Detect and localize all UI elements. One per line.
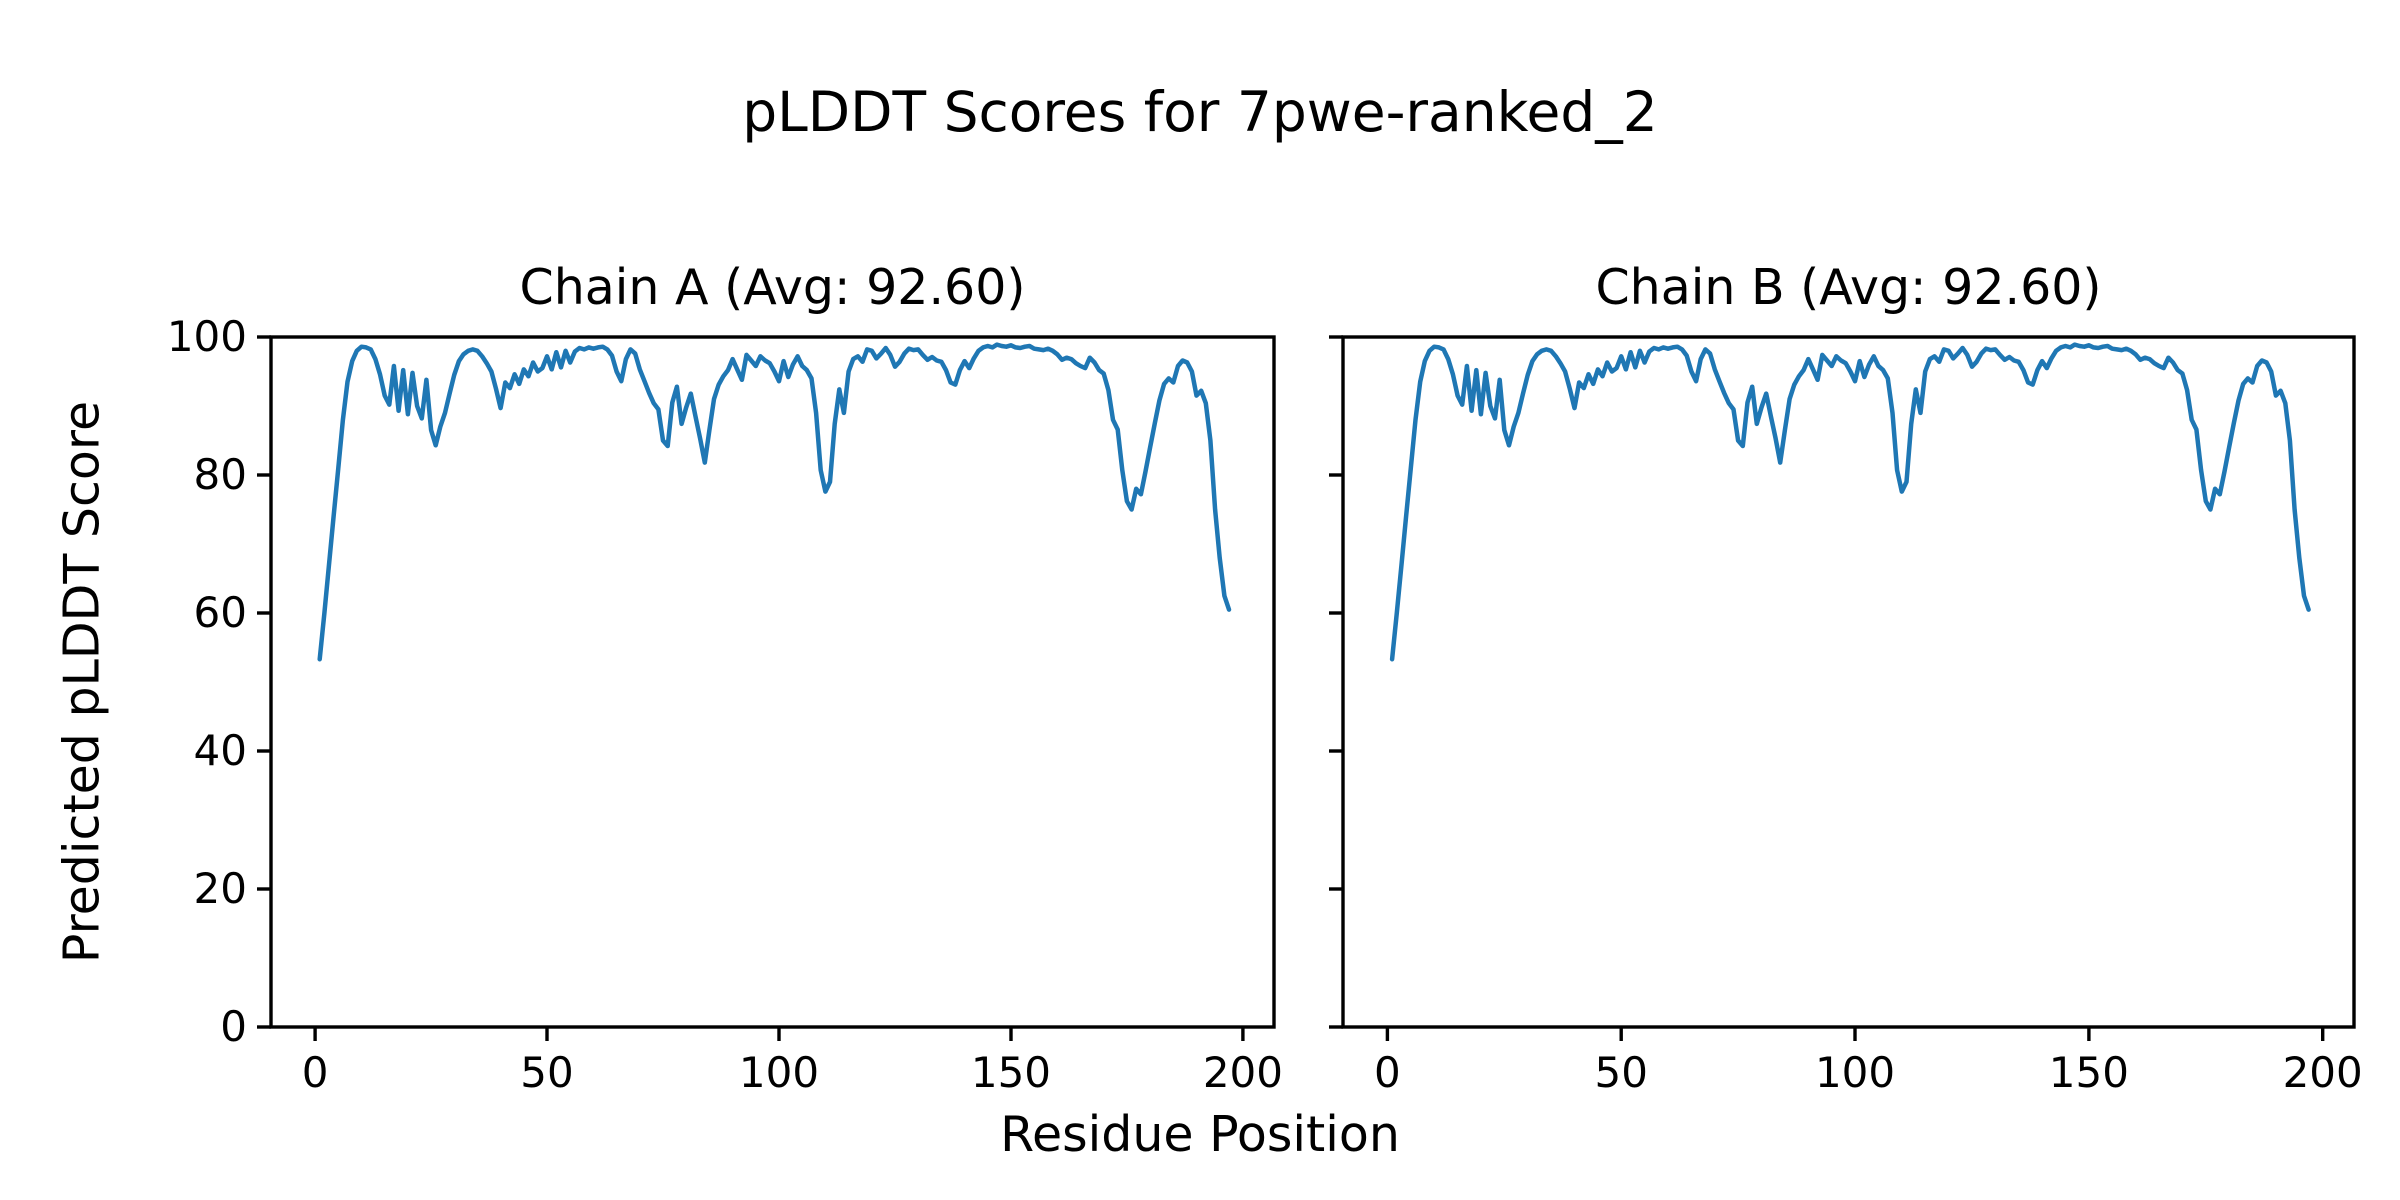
x-tick-label: 150: [970, 1048, 1052, 1097]
y-tick-label: 20: [193, 863, 247, 913]
subplot-chain-a: Chain A (Avg: 92.60) 0 50 100 150 200 0 20 40 60…: [167, 259, 1283, 1097]
y-tick-label: 100: [166, 311, 247, 361]
y-tick-label: 40: [193, 725, 247, 775]
x-tick-label: 150: [2048, 1048, 2129, 1097]
x-tick-label: 200: [1202, 1048, 1283, 1097]
y-tick-label: 60: [193, 587, 247, 637]
x-tick-label: 50: [1594, 1048, 1648, 1097]
plddt-line: [317, 342, 1232, 662]
y-axis-label: Predicted pLDDT Score: [53, 400, 111, 964]
x-tick-label: 100: [738, 1048, 820, 1097]
y-tick-label: 0: [220, 1001, 247, 1051]
plot-border: [1341, 335, 2356, 1029]
subplot-chain-b: Chain B (Avg: 92.60) 0 50 100 150 200: [1329, 259, 2363, 1097]
figure-suptitle: pLDDT Scores for 7pwe-ranked_2: [742, 80, 1658, 144]
plddt-line: [1389, 342, 2311, 662]
x-tick-label: 200: [2282, 1048, 2363, 1097]
subplot-title-chain-b: Chain B (Avg: 92.60): [1595, 259, 2102, 316]
x-tick-label: 50: [520, 1048, 574, 1097]
x-tick-label: 0: [1374, 1048, 1401, 1097]
x-tick-label: 100: [1814, 1048, 1896, 1097]
plot-svg-chain-a: [257, 335, 1276, 1041]
y-tick-label: 80: [193, 449, 247, 499]
plot-border: [269, 335, 1276, 1029]
x-tick-label: 0: [301, 1048, 329, 1097]
plot-svg-chain-b: [1329, 335, 2356, 1041]
subplot-title-chain-a: Chain A (Avg: 92.60): [519, 259, 1026, 316]
x-axis-label: Residue Position: [1000, 1106, 1400, 1163]
